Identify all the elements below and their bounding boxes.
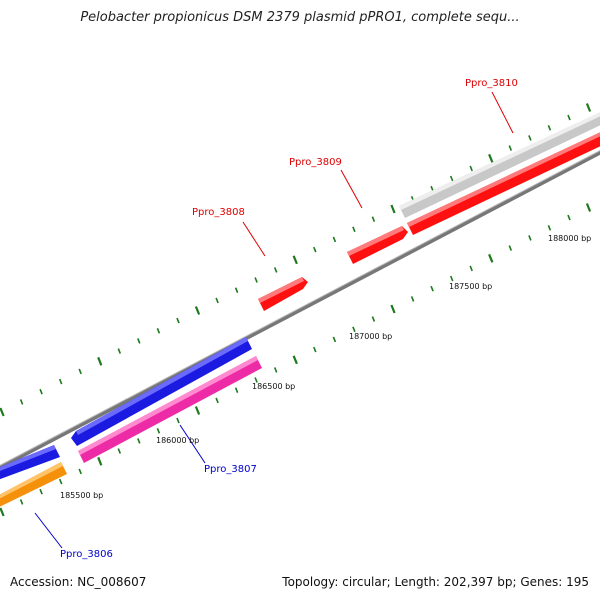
tick-inner-29 — [567, 214, 571, 221]
tick-outer-3 — [58, 378, 63, 385]
tick-outer-16 — [313, 246, 317, 253]
tick-outer-23 — [449, 175, 454, 182]
tick-inner-6 — [117, 448, 122, 454]
sequence-summary: Topology: circular; Length: 202,397 bp; … — [282, 575, 589, 589]
tick-inner-27 — [528, 235, 532, 241]
tick-inner-24 — [469, 265, 473, 272]
tick-outer-4 — [78, 368, 82, 375]
tick-inner-26 — [508, 245, 513, 251]
tick-inner-15 — [292, 355, 298, 365]
tick-outer-7 — [137, 338, 141, 344]
tick-outer-18 — [352, 226, 356, 233]
tick-outer-24 — [469, 165, 473, 172]
tick-inner-2 — [39, 488, 43, 495]
gene-Ppro_3810[interactable] — [399, 110, 600, 218]
tick-inner-28 — [547, 225, 552, 231]
tick-marks-inner — [0, 203, 592, 517]
gene-label-Ppro_3808[interactable]: Ppro_3808 — [192, 207, 245, 218]
gene-red-long[interactable] — [407, 130, 600, 235]
tick-inner-8 — [156, 428, 161, 434]
tick-inner-18 — [352, 326, 356, 333]
tick-inner-4 — [78, 468, 82, 475]
gene-Ppro_3806[interactable] — [0, 462, 67, 509]
position-label-186000: 186000 bp — [156, 436, 199, 445]
tick-outer-5 — [97, 356, 103, 366]
tick-outer-2 — [39, 388, 43, 395]
map-title: Pelobacter propionicus DSM 2379 plasmid … — [80, 10, 520, 25]
gene-Ppro_3808[interactable] — [258, 277, 308, 311]
tick-inner-25 — [488, 253, 494, 263]
tick-inner-7 — [137, 438, 141, 444]
leader-Ppro_3807 — [179, 424, 206, 464]
tick-outer-17 — [332, 236, 337, 243]
tick-outer-6 — [117, 348, 122, 354]
tick-inner-30 — [585, 203, 592, 212]
accession-text: Accession: NC_008607 — [10, 575, 147, 589]
tick-marks-outer — [0, 103, 592, 417]
tick-outer-29 — [567, 114, 571, 121]
tick-outer-25 — [488, 153, 494, 163]
gene-Ppro_3809[interactable] — [347, 226, 408, 264]
leader-Ppro_3809 — [340, 169, 363, 209]
leader-Ppro_3808 — [242, 221, 266, 257]
tick-outer-19 — [371, 216, 376, 222]
tick-outer-14 — [273, 267, 278, 273]
gene-Ppro_3807[interactable] — [78, 356, 262, 463]
position-label-186500: 186500 bp — [252, 382, 295, 391]
tick-inner-9 — [176, 417, 180, 424]
tick-outer-13 — [254, 277, 258, 283]
tick-inner-1 — [19, 499, 24, 505]
tick-outer-28 — [547, 125, 552, 131]
tick-outer-20 — [390, 204, 396, 214]
tick-outer-0 — [0, 407, 5, 417]
tick-inner-5 — [97, 456, 103, 466]
gene-label-Ppro_3810[interactable]: Ppro_3810 — [465, 78, 518, 89]
tick-outer-27 — [528, 135, 532, 141]
tick-inner-21 — [410, 296, 415, 302]
tick-outer-10 — [194, 306, 201, 315]
tick-outer-8 — [156, 328, 161, 334]
gene-blue-upper-2[interactable] — [71, 337, 252, 446]
tick-inner-23 — [449, 275, 454, 282]
tick-outer-15 — [292, 255, 298, 265]
gene-label-Ppro_3806[interactable]: Ppro_3806 — [60, 549, 113, 560]
leader-Ppro_3806 — [34, 512, 63, 549]
leader-Ppro_3810 — [491, 91, 514, 134]
tick-outer-11 — [215, 297, 219, 304]
tick-inner-12 — [234, 387, 239, 393]
backbone-line — [0, 150, 600, 470]
tick-inner-13 — [254, 377, 258, 383]
gene-label-Ppro_3807[interactable]: Ppro_3807 — [204, 464, 257, 475]
gene-label-Ppro_3809[interactable]: Ppro_3809 — [289, 157, 342, 168]
tick-outer-26 — [508, 145, 513, 151]
position-label-187000: 187000 bp — [349, 332, 392, 341]
position-label-185500: 185500 bp — [60, 491, 103, 500]
tick-outer-9 — [176, 317, 180, 324]
tick-inner-14 — [273, 367, 278, 373]
tick-inner-3 — [58, 478, 63, 485]
tick-inner-19 — [371, 316, 376, 322]
position-label-187500: 187500 bp — [449, 282, 492, 291]
tick-inner-17 — [332, 336, 337, 343]
tick-outer-12 — [234, 287, 239, 293]
tick-outer-1 — [19, 399, 24, 405]
tick-inner-22 — [430, 285, 434, 292]
tick-inner-0 — [0, 507, 5, 517]
tick-outer-30 — [585, 103, 592, 112]
tick-inner-11 — [215, 397, 219, 404]
position-label-188000: 188000 bp — [548, 234, 591, 243]
tick-inner-10 — [194, 406, 201, 415]
tick-inner-16 — [313, 346, 317, 353]
tick-inner-20 — [390, 304, 396, 314]
gene-blue-upper-1[interactable] — [0, 445, 60, 481]
